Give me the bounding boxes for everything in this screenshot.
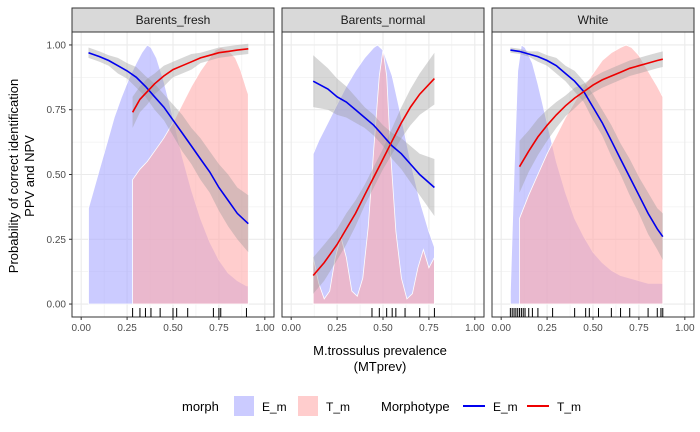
legend-key-fill-E_m — [234, 396, 254, 416]
line-E_m-white — [510, 49, 664, 238]
legend-label-fill-E_m: E_m — [262, 400, 287, 414]
legend-label-fill-T_m: T_m — [326, 400, 350, 414]
strip-label-barents_fresh: Barents_fresh — [136, 13, 211, 27]
strip-barents_fresh — [71, 7, 275, 33]
density-T_m-white — [519, 44, 664, 305]
y-axis-title-line1: Probability of correct identification — [6, 79, 21, 273]
x-tick-label: 1.00 — [465, 323, 485, 334]
panel-barents_fresh: Barents_fresh 0.00 0.25 0.50 0.75 1.00 0.00 0.2… — [47, 7, 275, 334]
legend-fill-title: morph — [182, 399, 219, 414]
x-tick-label: 0.00 — [281, 323, 301, 334]
rug-white — [509, 308, 664, 317]
line-E_m-barents_fresh — [88, 51, 249, 225]
rug-barents_normal — [371, 308, 435, 317]
line-T_m-barents_normal — [312, 78, 435, 277]
line-E_m-barents_normal — [312, 80, 435, 189]
rug-barents_fresh — [132, 308, 247, 317]
x-tick-label: 1.00 — [675, 323, 695, 334]
panels-layer: Barents_fresh 0.00 0.25 0.50 0.75 1.00 0.00 0.2… — [47, 7, 695, 334]
x-axis-title-line2: (MTprev) — [354, 359, 407, 374]
x-tick-label: 0.25 — [117, 323, 137, 334]
y-axis-title-line2: PPV and NPV — [22, 135, 37, 217]
ribbon-E_m-barents_fresh — [88, 47, 249, 253]
strip-label-white: White — [578, 13, 609, 27]
panel-barents_normal: Barents_normal 0.00 0.25 0.50 0.75 1.00 — [281, 7, 485, 334]
y-tick-label: 0.75 — [47, 105, 67, 116]
y-tick-label: 0.25 — [47, 235, 67, 246]
x-tick-label: 0.75 — [209, 323, 229, 334]
x-tick-label: 0.75 — [419, 323, 439, 334]
panel-white: White 0.00 0.25 0.50 0.75 1.00 — [491, 7, 695, 334]
y-tick-label: 1.00 — [47, 40, 67, 51]
legend-line-title: Morphotype — [381, 399, 450, 414]
x-tick-label: 0.50 — [163, 323, 183, 334]
x-tick-label: 0.25 — [327, 323, 347, 334]
density-T_m-barents_fresh — [132, 47, 249, 305]
x-tick-label: 0.25 — [537, 323, 557, 334]
x-tick-label: 0.50 — [583, 323, 603, 334]
ribbon-E_m-barents_normal — [313, 55, 435, 216]
strip-label-barents_normal: Barents_normal — [341, 13, 426, 27]
x-tick-label: 0.00 — [71, 323, 91, 334]
ribbon-T_m-barents_fresh — [132, 43, 249, 128]
strip-barents_normal — [281, 7, 485, 33]
line-T_m-white — [518, 58, 663, 168]
legend: morph E_m T_m Morphotype E_m T_m — [182, 396, 581, 416]
ribbon-T_m-white — [519, 51, 663, 193]
legend-label-line-T_m: T_m — [557, 400, 581, 414]
legend-key-fill-T_m — [298, 396, 318, 416]
strip-white — [491, 7, 695, 33]
legend-label-line-E_m: E_m — [493, 400, 518, 414]
x-tick-label: 1.00 — [255, 323, 275, 334]
line-T_m-barents_fresh — [131, 48, 249, 113]
x-tick-label: 0.50 — [373, 323, 393, 334]
x-tick-label: 0.00 — [491, 323, 511, 334]
x-axis-title-line1: M.trossulus prevalence — [313, 343, 447, 358]
y-tick-label: 0.00 — [47, 300, 67, 311]
x-tick-label: 0.75 — [629, 323, 649, 334]
y-tick-label: 0.50 — [47, 170, 67, 181]
